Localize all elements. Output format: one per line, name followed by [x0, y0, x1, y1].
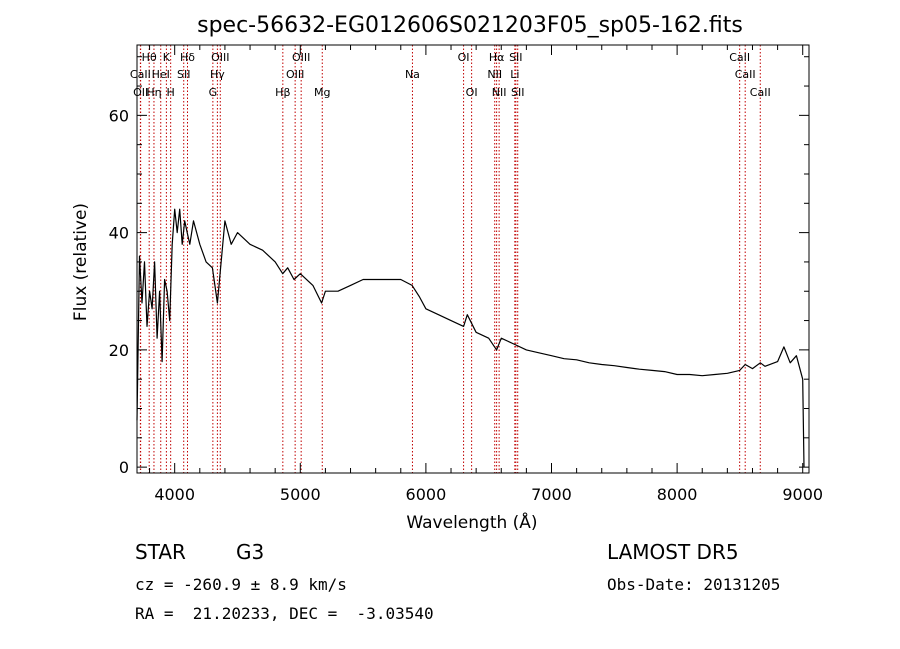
x-tick-label: 5000: [280, 485, 321, 504]
spectral-line-label: G: [209, 86, 218, 99]
spectral-line-label: Na: [405, 68, 420, 81]
coordinates: RA = 21.20233, DEC = -3.03540: [135, 604, 434, 623]
spectral-line-label: NII: [487, 68, 502, 81]
x-tick-label: 4000: [154, 485, 195, 504]
x-tick-label: 8000: [657, 485, 698, 504]
spectral-line-label: OI: [466, 86, 478, 99]
spectrum-series: [136, 208, 805, 468]
y-tick-label: 40: [109, 224, 129, 243]
spectral-line-label: CaII: [735, 68, 756, 81]
redshift-velocity: cz = -260.9 ± 8.9 km/s: [135, 575, 347, 594]
spectral-line-label: Hβ: [275, 86, 290, 99]
y-tick-label: 0: [119, 458, 129, 477]
spectral-line-label: Hθ: [142, 51, 157, 64]
spectral-line-label: SII: [509, 51, 522, 64]
spectral-line-label: Hα: [489, 51, 505, 64]
y-tick-label: 20: [109, 341, 129, 360]
spectral-line-label: H: [167, 86, 175, 99]
survey-label: LAMOST DR5: [607, 540, 739, 564]
spectral-line-label: Hδ: [180, 51, 195, 64]
spectral-line-label: HeI: [152, 68, 170, 81]
spectral-line-label: Hγ: [210, 68, 225, 81]
spectral-line-label: OIII: [292, 51, 310, 64]
chart-title: spec-56632-EG012606S021203F05_sp05-162.f…: [197, 13, 743, 38]
spectral-line-label: CaII: [729, 51, 750, 64]
spectrum-line: [136, 208, 805, 468]
object-subclass: G3: [236, 540, 265, 564]
y-tick-label: 60: [109, 106, 129, 125]
spectral-line-markers: [139, 45, 761, 473]
y-axis-label: Flux (relative): [71, 203, 91, 321]
spectral-line-label: Li: [510, 68, 519, 81]
spectral-line-label: Mg: [314, 86, 330, 99]
x-axis: 4000 5000 6000 7000 8000 9000: [149, 45, 823, 504]
x-axis-label: Wavelength (Å): [406, 511, 537, 533]
spectral-line-label: Hη: [146, 86, 161, 99]
spectral-line-label: CaII: [130, 68, 151, 81]
spectral-line-label: CaII: [750, 86, 771, 99]
spectral-line-label: SII: [511, 86, 524, 99]
obs-date: Obs-Date: 20131205: [607, 575, 781, 594]
spectral-line-label: SII: [177, 68, 190, 81]
spectral-line-label: OI: [458, 51, 470, 64]
x-tick-label: 7000: [531, 485, 572, 504]
spectral-line-label: K: [163, 51, 171, 64]
object-class: STAR: [135, 540, 186, 564]
spectral-line-label: OIII: [211, 51, 229, 64]
x-tick-label: 6000: [406, 485, 447, 504]
y-axis: 0 20 40 60: [109, 56, 809, 477]
spectral-line-label: NII: [492, 86, 507, 99]
plot-frame: [136, 44, 810, 474]
spectral-line-label: OIII: [286, 68, 304, 81]
x-tick-label: 9000: [782, 485, 823, 504]
